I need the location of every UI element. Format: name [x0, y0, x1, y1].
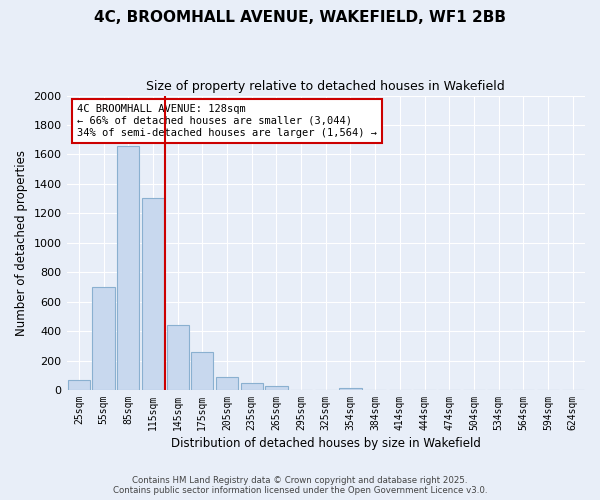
X-axis label: Distribution of detached houses by size in Wakefield: Distribution of detached houses by size … [171, 437, 481, 450]
Y-axis label: Number of detached properties: Number of detached properties [15, 150, 28, 336]
Bar [241, 382, 263, 390]
Bar [216, 376, 238, 390]
Text: Contains HM Land Registry data © Crown copyright and database right 2025.
Contai: Contains HM Land Registry data © Crown c… [113, 476, 487, 495]
Bar [68, 380, 90, 390]
Bar [340, 388, 362, 390]
Text: 4C BROOMHALL AVENUE: 128sqm
← 66% of detached houses are smaller (3,044)
34% of : 4C BROOMHALL AVENUE: 128sqm ← 66% of det… [77, 104, 377, 138]
Title: Size of property relative to detached houses in Wakefield: Size of property relative to detached ho… [146, 80, 505, 93]
Text: 4C, BROOMHALL AVENUE, WAKEFIELD, WF1 2BB: 4C, BROOMHALL AVENUE, WAKEFIELD, WF1 2BB [94, 10, 506, 25]
Bar [265, 386, 287, 390]
Bar [142, 198, 164, 390]
Bar [167, 325, 189, 390]
Bar [191, 352, 214, 390]
Bar [117, 146, 139, 390]
Bar [92, 287, 115, 390]
